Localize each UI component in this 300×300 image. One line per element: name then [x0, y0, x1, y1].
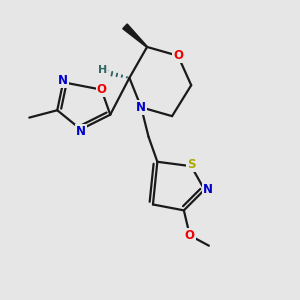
Text: O: O	[96, 83, 106, 96]
Text: S: S	[187, 158, 196, 171]
Text: N: N	[58, 74, 68, 87]
Text: O: O	[173, 49, 183, 62]
Text: H: H	[98, 65, 107, 76]
Text: O: O	[185, 229, 195, 242]
Text: N: N	[136, 101, 146, 114]
Text: N: N	[203, 183, 213, 196]
Polygon shape	[123, 24, 147, 47]
Text: N: N	[76, 125, 86, 138]
